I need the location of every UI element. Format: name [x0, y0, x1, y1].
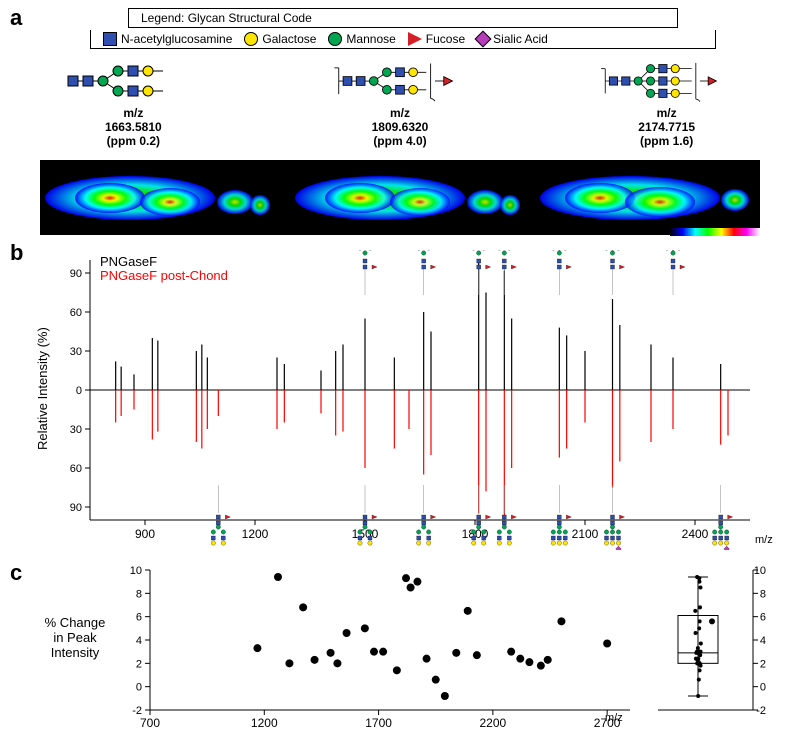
glycan-3-svg — [597, 56, 737, 106]
colorbar-low: 0% — [670, 237, 680, 242]
glycan-2-value: 1809.6320 — [372, 120, 429, 134]
panel-b-xlabel: m/z — [755, 534, 773, 546]
legend-items-row: N-acetylglucosamine Galactose Mannose Fu… — [90, 30, 716, 49]
svg-text:1200: 1200 — [251, 716, 278, 730]
legend-gal-label: Galactose — [262, 32, 316, 46]
panel-b-ylabel: Relative Intensity (%) — [35, 327, 50, 450]
glcnac-icon — [103, 32, 117, 46]
pngasef-chond-label: PNGaseF post-Chond — [100, 268, 228, 283]
legend-fuc-label: Fucose — [426, 32, 465, 46]
fuc-icon — [408, 32, 422, 46]
boxplot: -2 0 2 4 6 8 10 — [648, 565, 768, 730]
svg-text:-30: -30 — [70, 424, 82, 436]
svg-text:-60: -60 — [70, 463, 82, 475]
glycan-2-mz: m/z — [390, 106, 410, 120]
svg-text:700: 700 — [140, 716, 160, 730]
legend-box: Legend: Glycan Structural Code — [128, 8, 678, 28]
glycan-3-ppm: (ppm 1.6) — [640, 134, 693, 148]
svg-text:6: 6 — [760, 612, 766, 624]
colorbar-high: 100% — [740, 237, 758, 242]
glycan-1-value: 1663.5810 — [105, 120, 162, 134]
svg-text:6: 6 — [136, 612, 142, 624]
svg-text:90: 90 — [70, 268, 82, 280]
panel-c-label: c — [10, 560, 22, 586]
glycan-2-ppm: (ppm 4.0) — [373, 134, 426, 148]
colorbar: 0% 100% — [670, 228, 760, 242]
glycan-3-mz: m/z — [657, 106, 677, 120]
legend-glcnac-label: N-acetylglucosamine — [121, 32, 232, 46]
svg-text:900: 900 — [135, 527, 155, 541]
svg-text:4: 4 — [760, 635, 766, 647]
glycan-structures-row: m/z 1663.5810 (ppm 0.2) m/z 1809.6320 (p… — [0, 56, 800, 148]
svg-text:2200: 2200 — [480, 716, 507, 730]
svg-text:10: 10 — [130, 565, 142, 577]
sia-icon — [475, 31, 492, 48]
scatter-plot: -202468107001200170022002700 — [130, 565, 640, 730]
legend-sia-label: Sialic Acid — [493, 32, 548, 46]
panel-c-xlabel: m/z — [605, 712, 623, 724]
legend-galactose: Galactose — [244, 32, 316, 46]
glycan-3: m/z 2174.7715 (ppm 1.6) — [597, 56, 737, 148]
man-icon — [328, 32, 342, 46]
svg-text:-90: -90 — [70, 502, 82, 514]
glycan-1-ppm: (ppm 0.2) — [107, 134, 160, 148]
spectrum-plot: -90-60-30030609090012001500180021002400 — [70, 250, 770, 550]
legend-title: Legend: Glycan Structural Code — [141, 11, 312, 25]
gal-icon — [244, 32, 258, 46]
svg-text:4: 4 — [136, 635, 142, 647]
heatmap-svg — [40, 160, 760, 235]
svg-text:1200: 1200 — [242, 527, 269, 541]
svg-text:1700: 1700 — [365, 716, 392, 730]
glycan-2-svg — [330, 56, 470, 106]
svg-text:8: 8 — [136, 588, 142, 600]
svg-text:60: 60 — [70, 307, 82, 319]
glycan-2: m/z 1809.6320 (ppm 4.0) — [330, 56, 470, 148]
legend-fucose: Fucose — [408, 32, 465, 46]
svg-text:2400: 2400 — [682, 527, 709, 541]
legend-mannose: Mannose — [328, 32, 395, 46]
legend-sialic: Sialic Acid — [477, 32, 548, 46]
svg-text:2: 2 — [136, 658, 142, 670]
legend-man-label: Mannose — [346, 32, 395, 46]
pngasef-label: PNGaseF — [100, 254, 157, 269]
svg-text:2100: 2100 — [572, 527, 599, 541]
svg-text:0: 0 — [136, 682, 142, 694]
glycan-1-svg — [63, 56, 203, 106]
svg-text:0: 0 — [760, 682, 766, 694]
svg-text:-2: -2 — [756, 705, 766, 717]
panel-a-label: a — [10, 5, 22, 31]
svg-text:10: 10 — [754, 565, 766, 577]
svg-text:30: 30 — [70, 346, 82, 358]
svg-text:0: 0 — [76, 385, 82, 397]
glycan-3-value: 2174.7715 — [638, 120, 695, 134]
panel-c-ylabel: % Change in Peak Intensity — [30, 615, 120, 660]
svg-text:8: 8 — [760, 588, 766, 600]
panel-b-label: b — [10, 240, 23, 266]
glycan-1-mz: m/z — [123, 106, 143, 120]
glycan-1: m/z 1663.5810 (ppm 0.2) — [63, 56, 203, 148]
svg-text:2: 2 — [760, 658, 766, 670]
heatmap-strip — [40, 160, 760, 235]
legend-glcnac: N-acetylglucosamine — [103, 32, 232, 46]
